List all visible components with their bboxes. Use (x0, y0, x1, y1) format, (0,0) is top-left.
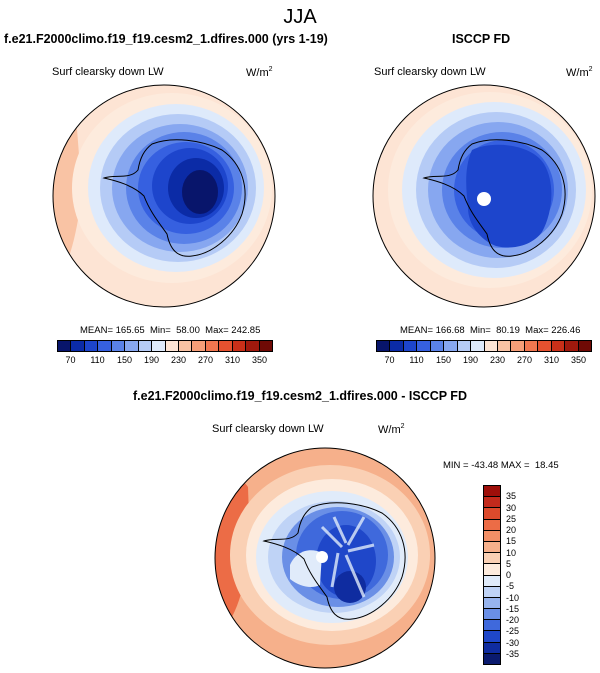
colorbar-swatch (471, 341, 485, 351)
colorbar-swatch (111, 341, 126, 351)
colorbar-swatch (417, 341, 431, 351)
colorbar-swatch (524, 341, 539, 351)
diff-polar-map (214, 447, 436, 669)
colorbar-swatch (192, 341, 206, 351)
colorbar-tick-label: 70 (384, 355, 395, 365)
colorbar-tick-label: -30 (506, 637, 520, 648)
colorbar-tick-label: 110 (409, 355, 424, 365)
colorbar-swatch (565, 341, 579, 351)
colorbar-tick-label: -5 (506, 581, 515, 592)
colorbar-swatch (484, 486, 500, 498)
colorbar-tick-label: 10 (506, 547, 517, 558)
colorbar-swatch (497, 341, 512, 351)
colorbar-tick-label: 0 (506, 570, 512, 580)
colorbar-swatch (484, 341, 498, 351)
model-variable-label: Surf clearsky down LW (52, 66, 164, 78)
colorbar-tick-label: 190 (143, 355, 160, 365)
colorbar-swatch (138, 341, 153, 351)
colorbar-tick-label: -20 (506, 615, 520, 625)
colorbar-swatch (98, 341, 112, 351)
model-colorbar (57, 340, 273, 352)
colorbar-tick-label: 230 (489, 355, 506, 365)
colorbar-swatch (71, 341, 85, 351)
colorbar-tick-label: -15 (506, 603, 520, 614)
colorbar-swatch (232, 341, 247, 351)
obs-units-label: W/m2 (566, 66, 593, 79)
colorbar-swatch (390, 341, 404, 351)
colorbar-tick-label: 5 (506, 558, 512, 569)
diff-stats: MIN = -43.48 MAX = 18.45 (443, 460, 559, 471)
obs-variable-label: Surf clearsky down LW (374, 66, 486, 78)
colorbar-tick-label: 350 (570, 355, 587, 365)
colorbar-tick-label: -25 (506, 626, 520, 637)
obs-panel-title: ISCCP FD (452, 32, 511, 46)
colorbar-tick-label: 110 (90, 355, 105, 365)
colorbar-swatch (484, 553, 500, 565)
colorbar-tick-label: -35 (506, 648, 520, 659)
colorbar-swatch (444, 341, 458, 351)
colorbar-tick-label: 30 (506, 502, 517, 513)
colorbar-swatch (430, 341, 445, 351)
colorbar-swatch (152, 341, 166, 351)
colorbar-tick-label: 150 (435, 355, 452, 365)
colorbar-swatch (219, 341, 233, 351)
colorbar-swatch (457, 341, 472, 351)
colorbar-swatch (377, 341, 391, 351)
colorbar-tick-label: 15 (506, 536, 517, 547)
colorbar-swatch (403, 341, 418, 351)
colorbar-tick-label: 230 (170, 355, 187, 365)
colorbar-tick-label: 190 (462, 355, 479, 365)
colorbar-swatch (484, 609, 500, 621)
colorbar-tick-label: 150 (116, 355, 133, 365)
colorbar-swatch (484, 642, 500, 654)
colorbar-swatch (484, 586, 500, 598)
obs-colorbar (376, 340, 592, 352)
colorbar-tick-label: 20 (506, 525, 517, 535)
diff-colorbar (483, 485, 501, 665)
season-title: JJA (283, 6, 317, 28)
colorbar-swatch (511, 341, 525, 351)
colorbar-swatch (538, 341, 552, 351)
colorbar-tick-label: 70 (65, 355, 76, 365)
colorbar-swatch (484, 620, 500, 632)
colorbar-tick-label: 310 (543, 355, 560, 365)
colorbar-swatch (484, 653, 500, 664)
colorbar-tick-label: 270 (516, 355, 533, 365)
model-polar-map (52, 84, 276, 308)
colorbar-tick-label: 270 (197, 355, 214, 365)
colorbar-swatch (58, 341, 72, 351)
model-panel-title: f.e21.F2000climo.f19_f19.cesm2_1.dfires.… (4, 32, 328, 46)
diff-panel-title: f.e21.F2000climo.f19_f19.cesm2_1.dfires.… (133, 389, 467, 403)
colorbar-swatch (484, 541, 500, 554)
colorbar-swatch (84, 341, 99, 351)
colorbar-tick-label: 35 (506, 491, 517, 502)
colorbar-tick-label: -10 (506, 592, 520, 603)
colorbar-tick-label: 310 (224, 355, 241, 365)
colorbar-swatch (178, 341, 193, 351)
colorbar-swatch (484, 508, 500, 520)
obs-polar-map (372, 84, 596, 308)
colorbar-swatch (484, 631, 500, 643)
colorbar-swatch (484, 530, 500, 542)
model-units-label: W/m2 (246, 66, 273, 79)
diff-variable-label: Surf clearsky down LW (212, 423, 324, 435)
colorbar-swatch (484, 564, 500, 576)
obs-stats: MEAN= 166.68 Min= 80.19 Max= 226.46 (400, 325, 581, 336)
colorbar-swatch (125, 341, 139, 351)
colorbar-tick-label: 25 (506, 513, 517, 524)
colorbar-swatch (484, 597, 500, 610)
model-stats: MEAN= 165.65 Min= 58.00 Max= 242.85 (80, 325, 261, 336)
colorbar-swatch (484, 497, 500, 509)
colorbar-swatch (259, 341, 272, 351)
colorbar-swatch (578, 341, 591, 351)
colorbar-swatch (551, 341, 566, 351)
colorbar-swatch (484, 519, 500, 531)
colorbar-swatch (165, 341, 179, 351)
colorbar-swatch (246, 341, 260, 351)
colorbar-tick-label: 350 (251, 355, 268, 365)
diff-units-label: W/m2 (378, 423, 405, 436)
colorbar-swatch (484, 575, 500, 587)
colorbar-swatch (205, 341, 220, 351)
